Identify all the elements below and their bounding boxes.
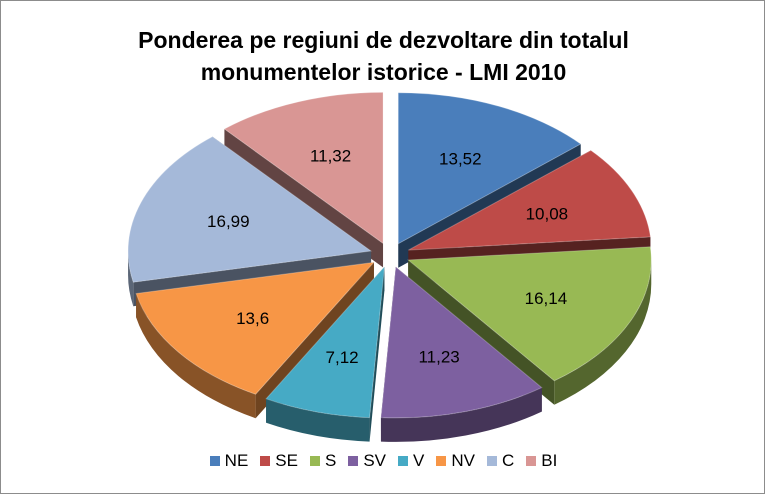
legend-item-c: C: [486, 451, 515, 471]
slice-top: [408, 149, 652, 251]
slice-rim: [554, 260, 652, 405]
slice-top: [397, 92, 582, 245]
data-label-nv: 13,6: [236, 309, 269, 328]
legend: NE SE S SV V NV C BI: [0, 451, 767, 471]
chart-title: Ponderea pe regiuni de dezvoltare din to…: [0, 24, 767, 88]
slice-top: [406, 246, 652, 382]
chart-title-line-2: monumentelor istorice - LMI 2010: [200, 59, 567, 85]
slice-top: [135, 261, 376, 395]
data-label-sv: 11,23: [418, 348, 459, 367]
legend-swatch: [486, 455, 497, 466]
data-label-s: 16,14: [525, 289, 568, 308]
legend-swatch: [526, 455, 537, 466]
slice-top: [380, 265, 543, 419]
slice-rim: [380, 387, 542, 442]
chart-title-line-1: Ponderea pe regiuni de dezvoltare din to…: [138, 27, 629, 53]
slice-top: [223, 91, 384, 245]
data-label-se: 10,08: [526, 204, 569, 223]
legend-item-se: SE: [260, 451, 298, 471]
legend-swatch: [260, 455, 271, 466]
pie-slice-sv: [380, 265, 543, 442]
data-label-bi: 11,32: [310, 147, 351, 166]
legend-item-sv: SV: [348, 451, 386, 471]
legend-item-ne: NE: [209, 451, 249, 471]
legend-label: NV: [451, 451, 475, 470]
legend-swatch: [309, 455, 320, 466]
slice-wall-start: [369, 266, 385, 442]
legend-label: V: [413, 451, 425, 470]
legend-swatch: [348, 455, 359, 466]
data-label-ne: 13,52: [439, 149, 482, 168]
legend-label: C: [501, 451, 515, 470]
legend-label: NE: [224, 451, 249, 470]
legend-label: SE: [275, 451, 298, 470]
pie-sides: [127, 91, 652, 442]
pie-labels: 11,32 13,52 10,08 16,99 16,14 13,6 11,23 7,12: [207, 147, 568, 367]
legend-swatch: [436, 455, 447, 466]
legend-label: S: [324, 451, 337, 470]
slice-top: [127, 136, 373, 283]
legend-item-v: V: [398, 451, 424, 471]
legend-item-s: S: [309, 451, 337, 471]
legend-label: BI: [541, 451, 558, 470]
slice-rim: [266, 398, 370, 442]
legend-item-bi: BI: [526, 451, 557, 471]
data-label-c: 16,99: [207, 212, 250, 231]
pie-slice-v: [265, 265, 386, 442]
legend-label: SV: [363, 451, 387, 470]
legend-swatch: [209, 455, 220, 466]
slice-rim: [128, 251, 134, 307]
slice-top: [265, 265, 386, 419]
slice-rim: [136, 293, 256, 419]
legend-item-nv: NV: [436, 451, 475, 471]
data-label-v: 7,12: [326, 348, 359, 367]
pie-slice-nv: [135, 261, 376, 419]
legend-swatch: [398, 455, 409, 466]
